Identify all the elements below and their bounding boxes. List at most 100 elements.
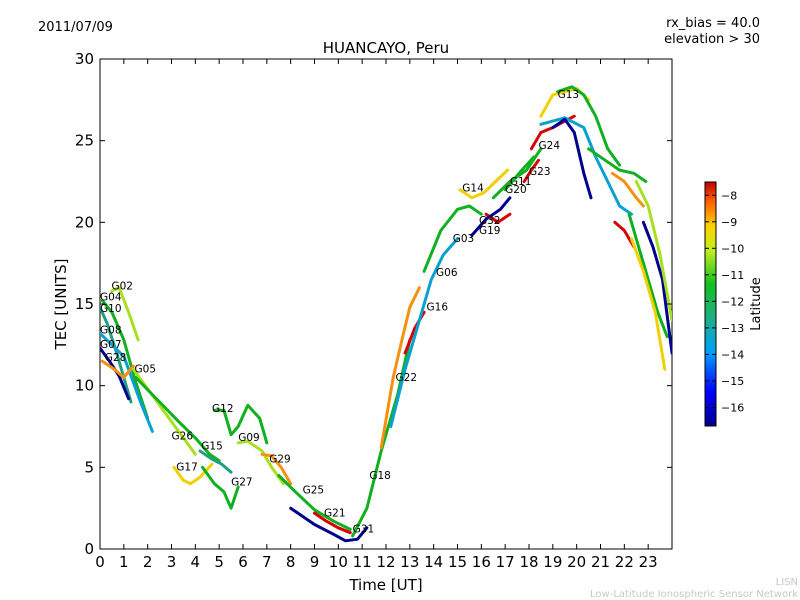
satellite-label-g20: G20 [505, 184, 526, 196]
series-line-g04 [100, 299, 150, 420]
colorbar-tick-label: −14 [721, 348, 744, 361]
colorbar [704, 181, 717, 427]
elevation-label: elevation > 30 [664, 32, 760, 47]
series-line-g13d [551, 117, 593, 200]
colorbar-tick-label: −12 [721, 295, 744, 308]
colorbar-label: Latitude [749, 277, 764, 331]
y-axis: 0 5 10 15 20 25 30 [75, 50, 672, 558]
series-line-g21 [313, 511, 352, 535]
satellite-label-g10: G10 [100, 303, 122, 315]
x-tick-label: 19 [543, 553, 562, 571]
colorbar-ticks: −8 −9 −10 −11 −12 −13 −14 −15 −16 [705, 189, 744, 414]
satellite-label-g18: G18 [369, 470, 391, 482]
rx-bias-label: rx_bias = 40.0 [666, 16, 760, 31]
y-tick-label: 30 [75, 50, 94, 68]
satellite-label-g14: G14 [462, 182, 484, 194]
x-tick-label: 16 [472, 553, 491, 571]
series-line-g13c [539, 116, 633, 216]
satellite-label-g23: G23 [529, 166, 551, 178]
series-line-g29 [260, 452, 293, 486]
colorbar-tick-label: −9 [721, 216, 737, 229]
satellite-label-g22: G22 [396, 372, 418, 384]
series-line-g18 [351, 338, 412, 538]
y-axis-label: TEC [UNITS] [52, 259, 70, 351]
x-tick-label: 1 [119, 553, 129, 571]
series-line-g13h [627, 212, 669, 339]
y-tick-label: 5 [84, 458, 94, 476]
series-line-g25 [277, 474, 352, 531]
footer-network: Low-Latitude Ionospheric Sensor Network [590, 589, 798, 600]
series-line-g13f [610, 171, 645, 208]
series-line-g08 [100, 331, 154, 433]
series-line-g27 [201, 465, 240, 510]
x-axis-label: Time [UT] [348, 576, 422, 594]
series-line-g17 [172, 462, 214, 486]
satellite-label-g15: G15 [201, 440, 223, 452]
series-line-g26 [134, 376, 221, 463]
x-tick-label: 15 [448, 553, 467, 571]
series-line-g03 [422, 204, 483, 273]
chart-title: HUANCAYO, Peru [323, 39, 449, 57]
satellite-label-g11: G11 [510, 176, 532, 188]
x-tick-label: 9 [310, 553, 320, 571]
x-tick-label: 13 [400, 553, 419, 571]
satellite-label-g27: G27 [231, 476, 253, 488]
series-layer [100, 85, 672, 543]
series-line-g06 [389, 237, 459, 428]
satellite-label-g09: G09 [238, 432, 260, 444]
satellite-label-g28: G28 [105, 352, 127, 364]
series-line-g13i [641, 220, 672, 355]
y-tick-label: 15 [75, 295, 94, 313]
x-tick-label: 11 [353, 553, 372, 571]
colorbar-tick-label: −16 [721, 401, 744, 414]
satellite-label-g03: G03 [453, 233, 475, 245]
date-label: 2011/07/09 [38, 20, 113, 35]
x-tick-label: 4 [191, 553, 201, 571]
series-line-g22 [379, 286, 421, 450]
y-tick-label: 0 [84, 540, 94, 558]
satellite-label-g13: G13 [558, 89, 580, 101]
x-tick-label: 18 [519, 553, 538, 571]
satellite-label-g32: G32 [479, 215, 501, 227]
x-tick-label: 22 [615, 553, 634, 571]
series-line-g05 [131, 367, 197, 456]
colorbar-tick-label: −11 [721, 269, 744, 282]
colorbar-tick-label: −10 [721, 242, 744, 255]
series-line-g13k [634, 180, 672, 322]
series-line-g09 [236, 439, 285, 486]
x-tick-label: 0 [95, 553, 105, 571]
satellite-label-g07: G07 [100, 339, 122, 351]
x-tick-label: 7 [262, 553, 272, 571]
series-line-g13j [630, 237, 667, 371]
satellite-label-g06: G06 [436, 267, 458, 279]
satellite-label-g25: G25 [303, 484, 325, 496]
series-line-g12 [212, 403, 269, 445]
x-tick-label: 12 [376, 553, 395, 571]
series-line-g10 [100, 305, 133, 404]
satellite-label-g08: G08 [100, 324, 122, 336]
y-tick-label: 20 [75, 213, 94, 231]
x-tick-label: 2 [143, 553, 153, 571]
satellite-label-g29: G29 [269, 453, 291, 465]
x-tick-label: 17 [496, 553, 515, 571]
series-line-g14 [458, 168, 510, 200]
series-line-g13g [613, 220, 636, 249]
series-line-g28 [100, 359, 135, 379]
x-tick-label: 6 [238, 553, 248, 571]
x-tick-label: 21 [591, 553, 610, 571]
satellite-label-g26: G26 [172, 431, 194, 443]
footer-lisn: LISN [776, 577, 798, 588]
satellite-label-g19: G19 [479, 225, 501, 237]
colorbar-tick-label: −13 [721, 322, 744, 335]
series-line-g02 [110, 286, 140, 342]
x-tick-label: 23 [639, 553, 658, 571]
satellite-label-g21: G21 [324, 507, 346, 519]
series-line-g13e [587, 147, 648, 183]
satellite-label-g05: G05 [135, 364, 157, 376]
satellite-label-g12: G12 [212, 403, 234, 415]
series-line-g11 [503, 155, 536, 192]
series-line-g31 [289, 506, 369, 543]
colorbar-tick-label: −15 [721, 375, 744, 388]
series-line-g19 [470, 196, 512, 237]
